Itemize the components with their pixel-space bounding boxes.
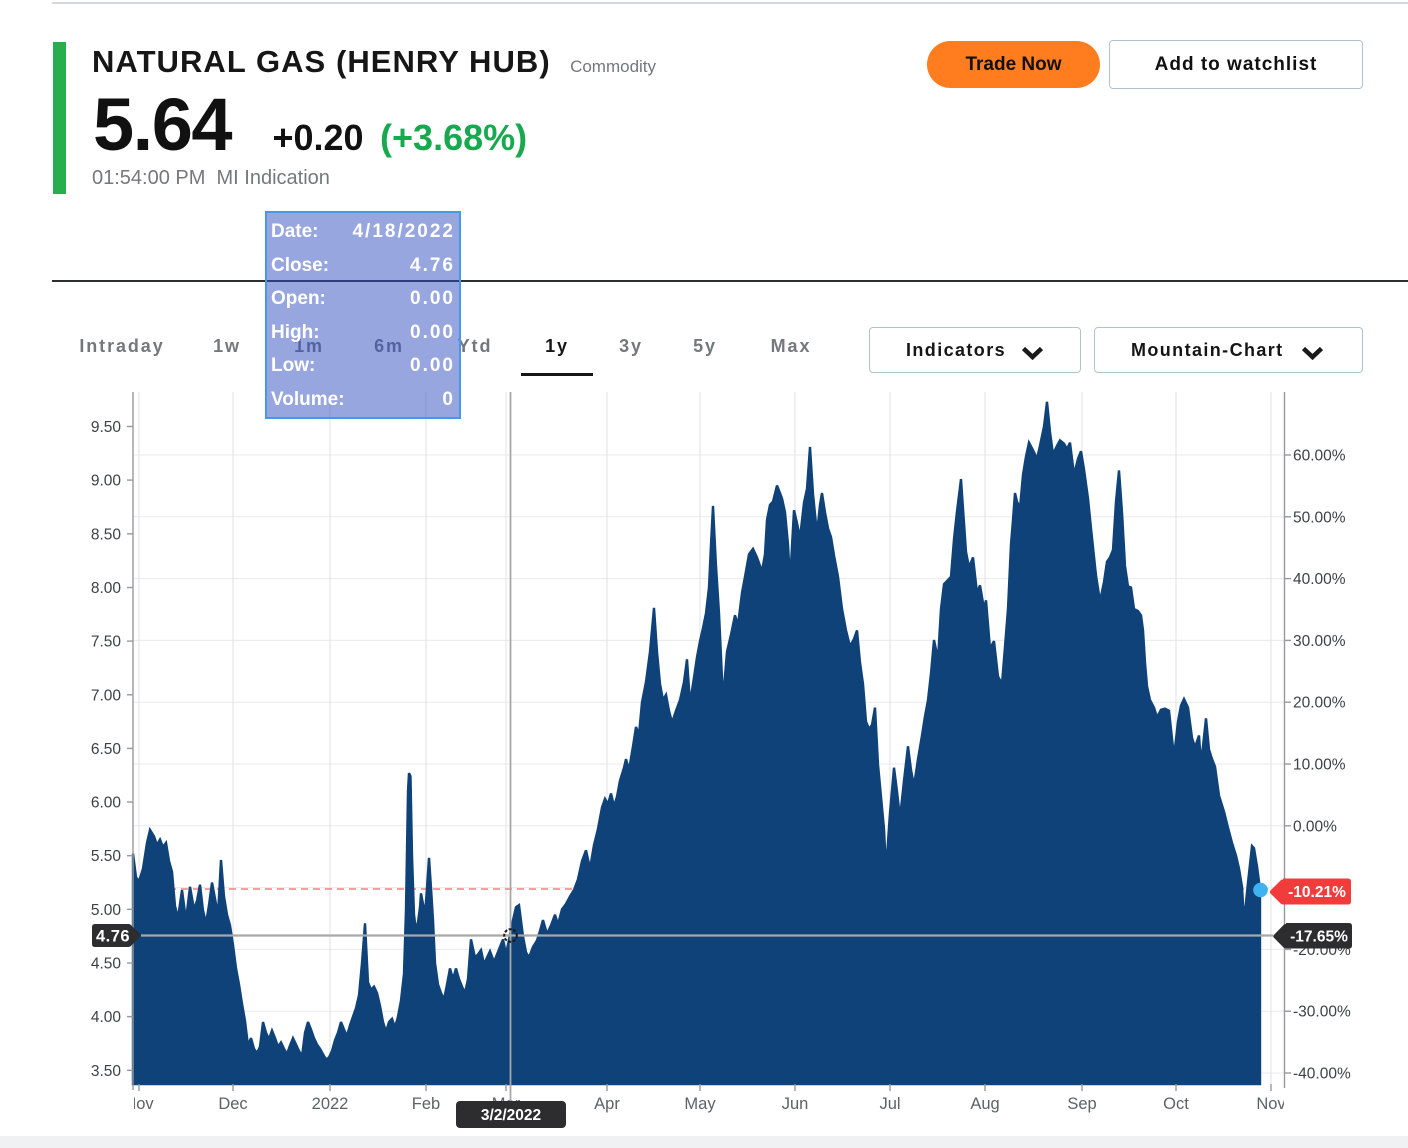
svg-text:Jul: Jul bbox=[879, 1095, 900, 1113]
svg-text:4.76: 4.76 bbox=[96, 928, 130, 946]
svg-text:Nov: Nov bbox=[124, 1095, 154, 1113]
svg-text:-10.21%: -10.21% bbox=[1288, 884, 1346, 901]
svg-text:Jun: Jun bbox=[782, 1095, 809, 1113]
svg-text:May: May bbox=[684, 1095, 716, 1113]
svg-text:5.50: 5.50 bbox=[91, 848, 122, 865]
svg-text:Apr: Apr bbox=[594, 1095, 620, 1113]
svg-text:3.50: 3.50 bbox=[91, 1063, 122, 1080]
svg-text:Feb: Feb bbox=[412, 1095, 440, 1113]
svg-text:7.00: 7.00 bbox=[91, 687, 122, 704]
svg-text:6.00: 6.00 bbox=[91, 795, 122, 812]
svg-text:4.00: 4.00 bbox=[91, 1009, 122, 1026]
svg-text:Nov: Nov bbox=[1256, 1095, 1286, 1113]
svg-text:30.00%: 30.00% bbox=[1293, 633, 1346, 650]
svg-text:3/2/2022: 3/2/2022 bbox=[481, 1107, 541, 1124]
svg-text:-17.65%: -17.65% bbox=[1290, 929, 1348, 946]
svg-text:-40.00%: -40.00% bbox=[1293, 1066, 1351, 1083]
svg-text:7.50: 7.50 bbox=[91, 634, 122, 651]
svg-text:60.00%: 60.00% bbox=[1293, 448, 1346, 465]
svg-text:40.00%: 40.00% bbox=[1293, 571, 1346, 588]
svg-text:5.00: 5.00 bbox=[91, 902, 122, 919]
svg-text:10.00%: 10.00% bbox=[1293, 757, 1346, 774]
svg-text:8.50: 8.50 bbox=[91, 526, 122, 543]
svg-text:9.00: 9.00 bbox=[91, 473, 122, 490]
svg-text:6.50: 6.50 bbox=[91, 741, 122, 758]
svg-text:Dec: Dec bbox=[218, 1095, 247, 1113]
svg-text:2022: 2022 bbox=[312, 1095, 349, 1113]
svg-text:Aug: Aug bbox=[970, 1095, 999, 1113]
svg-text:20.00%: 20.00% bbox=[1293, 695, 1346, 712]
svg-text:-30.00%: -30.00% bbox=[1293, 1004, 1351, 1021]
svg-text:0.00%: 0.00% bbox=[1293, 818, 1337, 835]
svg-text:Sep: Sep bbox=[1067, 1095, 1096, 1113]
svg-text:Oct: Oct bbox=[1163, 1095, 1189, 1113]
svg-text:9.50: 9.50 bbox=[91, 419, 122, 436]
svg-text:4.50: 4.50 bbox=[91, 956, 122, 973]
svg-text:8.00: 8.00 bbox=[91, 580, 122, 597]
svg-text:50.00%: 50.00% bbox=[1293, 509, 1346, 526]
